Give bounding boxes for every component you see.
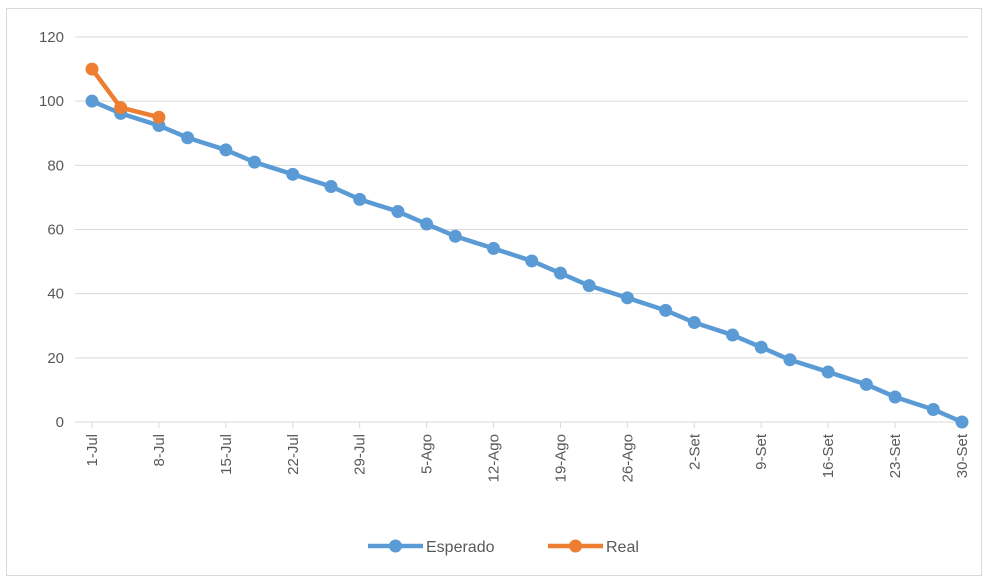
x-tick-label: 29-Jul xyxy=(352,434,369,475)
data-point-esperado xyxy=(582,279,596,293)
data-point-esperado xyxy=(821,365,835,379)
data-point-esperado xyxy=(525,254,539,268)
gridlines xyxy=(75,36,968,423)
legend-label-real: Real xyxy=(606,539,639,556)
x-axis: 1-Jul 8-Jul 15-Jul 22-Jul 29-Jul 5-Ago 12-Ago 1… xyxy=(84,422,971,482)
x-tick-label: 15-Jul xyxy=(218,434,235,475)
data-point-esperado xyxy=(659,303,673,317)
data-point-esperado xyxy=(181,131,195,145)
plot-series xyxy=(85,62,969,429)
chart-area xyxy=(6,8,982,576)
y-tick-label: 20 xyxy=(47,350,64,367)
data-point-esperado xyxy=(955,415,969,429)
y-tick-label: 80 xyxy=(47,157,64,174)
data-point-esperado xyxy=(219,143,233,157)
y-axis: 0 20 40 60 80 100 120 xyxy=(39,29,64,431)
y-tick-label: 60 xyxy=(47,222,64,239)
legend-marker-real xyxy=(569,539,582,553)
data-point-esperado xyxy=(448,229,462,243)
data-point-esperado xyxy=(859,377,873,391)
data-point-esperado xyxy=(420,217,434,231)
data-point-esperado xyxy=(391,205,405,219)
data-point-esperado xyxy=(85,94,99,108)
x-tick-label: 9-Set xyxy=(753,433,770,470)
data-point-esperado xyxy=(620,291,634,305)
y-tick-label: 0 xyxy=(56,414,64,431)
x-tick-label: 1-Jul xyxy=(84,434,101,467)
data-point-real xyxy=(85,62,99,76)
x-tick-label: 2-Set xyxy=(686,433,703,470)
y-tick-label: 120 xyxy=(39,29,64,46)
x-tick-label: 16-Set xyxy=(820,433,837,478)
x-tick-label: 12-Ago xyxy=(486,434,503,482)
y-tick-label: 100 xyxy=(39,93,64,110)
data-point-esperado xyxy=(248,155,262,169)
x-tick-label: 30-Set xyxy=(954,433,971,478)
x-tick-label: 26-Ago xyxy=(619,434,636,482)
data-point-esperado xyxy=(783,353,797,367)
legend-marker-esperado xyxy=(389,539,402,553)
data-point-esperado xyxy=(324,180,338,194)
data-point-esperado xyxy=(553,266,567,280)
x-tick-label: 22-Jul xyxy=(285,434,302,475)
data-point-real xyxy=(152,110,166,124)
data-point-esperado xyxy=(926,402,940,416)
data-point-esperado xyxy=(487,241,501,255)
data-point-esperado xyxy=(888,390,902,404)
x-tick-label: 8-Jul xyxy=(151,434,168,467)
data-point-esperado xyxy=(286,167,300,181)
data-point-esperado xyxy=(754,340,768,354)
x-tick-label: 23-Set xyxy=(887,433,904,478)
legend: Esperado Real xyxy=(368,539,639,556)
x-tick-label: 5-Ago xyxy=(419,434,436,474)
data-point-real xyxy=(114,101,128,115)
x-tick-label: 19-Ago xyxy=(552,434,569,482)
data-point-esperado xyxy=(353,192,367,206)
data-point-esperado xyxy=(726,328,740,342)
data-point-esperado xyxy=(687,316,701,330)
legend-label-esperado: Esperado xyxy=(426,539,495,556)
y-tick-label: 40 xyxy=(47,286,64,303)
